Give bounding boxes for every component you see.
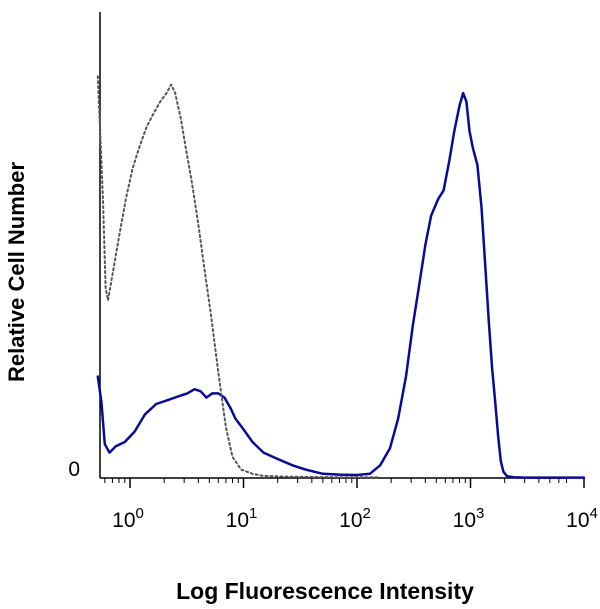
x-tick-label: 104: [566, 505, 598, 532]
control-histogram-line: [96, 75, 378, 479]
x-tick-label: 103: [453, 505, 485, 532]
x-tick-label: 101: [226, 505, 258, 532]
x-tick-labels: 100 101 102 103 104: [112, 505, 598, 532]
series-layer: [96, 75, 586, 479]
x-tick-label: 100: [112, 505, 144, 532]
y-axis-label: Relative Cell Number: [4, 162, 29, 383]
y-tick-label: 0: [68, 458, 80, 481]
stained-histogram-line: [96, 91, 586, 479]
x-axis-label: Log Fluorescence Intensity: [176, 578, 474, 604]
x-minor-ticks: [104, 478, 567, 483]
x-tick-label: 102: [339, 505, 371, 532]
x-major-ticks: [129, 478, 585, 488]
y-tick-labels: 0: [68, 458, 80, 481]
